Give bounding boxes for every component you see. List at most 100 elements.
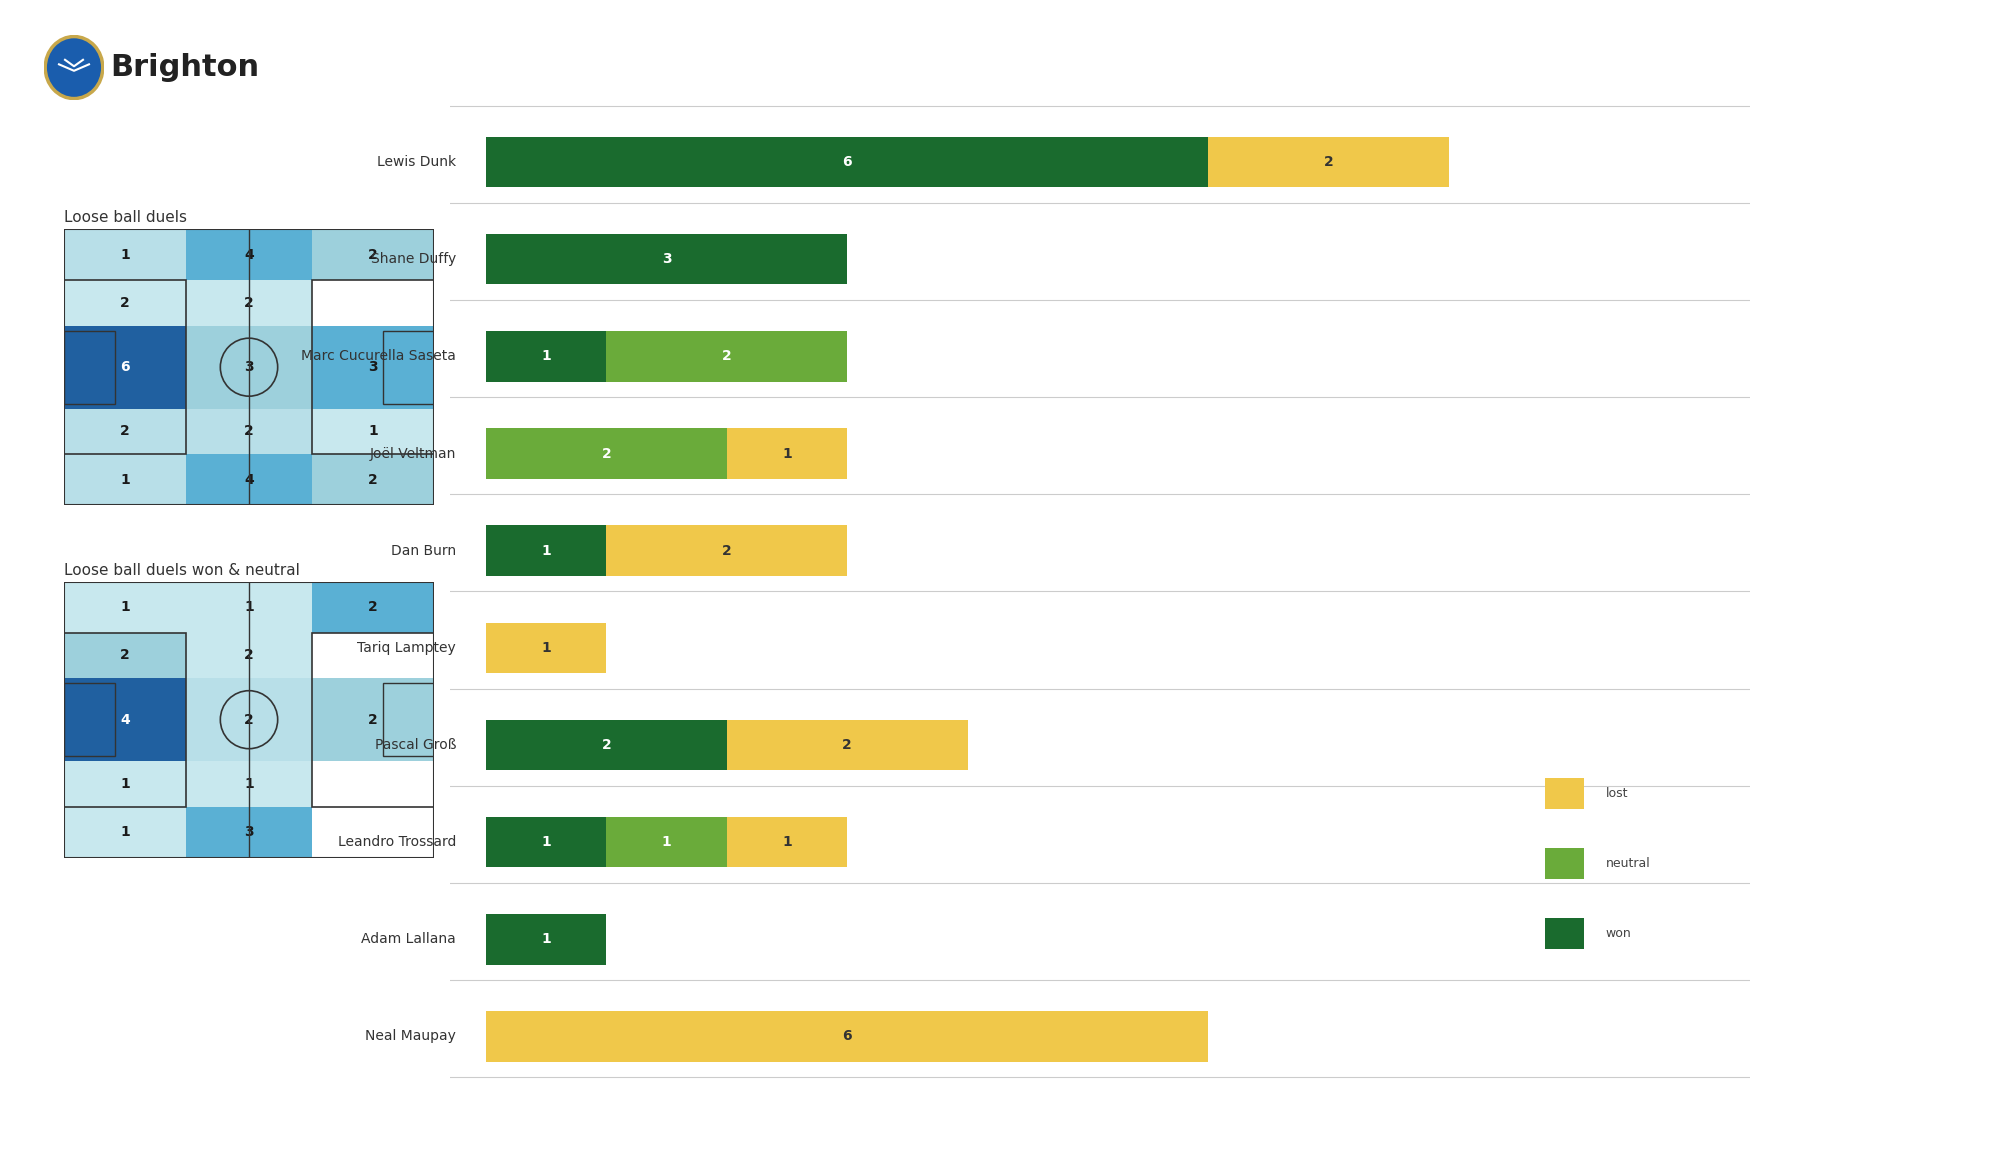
Bar — [64, 229, 186, 280]
Bar — [606, 817, 726, 867]
Text: 1: 1 — [542, 932, 552, 946]
Text: 6: 6 — [120, 361, 130, 374]
Text: 2: 2 — [244, 424, 254, 438]
Text: 1: 1 — [244, 777, 254, 791]
Text: 1: 1 — [542, 544, 552, 558]
Bar — [312, 280, 434, 455]
Bar — [606, 331, 848, 382]
Bar — [312, 455, 434, 505]
Bar — [486, 1012, 1208, 1062]
Text: Leandro Trossard: Leandro Trossard — [338, 835, 456, 850]
Text: 3: 3 — [244, 361, 254, 374]
Bar — [312, 229, 434, 280]
Bar — [64, 683, 116, 757]
Bar — [726, 720, 968, 771]
Text: 2: 2 — [120, 649, 130, 663]
Bar — [186, 678, 312, 761]
Bar — [186, 455, 312, 505]
Text: 2: 2 — [368, 472, 378, 486]
Text: 6: 6 — [842, 155, 852, 169]
Text: won: won — [1606, 927, 1632, 940]
Text: 1: 1 — [662, 835, 672, 850]
Text: Brighton: Brighton — [110, 53, 260, 82]
Bar — [186, 582, 312, 632]
Bar — [64, 632, 186, 807]
Text: 2: 2 — [842, 738, 852, 752]
Bar — [64, 632, 186, 678]
Text: Loose ball duels: Loose ball duels — [64, 210, 188, 226]
Bar — [186, 632, 312, 678]
Text: Loose ball duels won & neutral: Loose ball duels won & neutral — [64, 563, 300, 578]
Text: Lewis Dunk: Lewis Dunk — [376, 155, 456, 169]
Bar — [726, 817, 848, 867]
Text: Marc Cucurella Saseta: Marc Cucurella Saseta — [302, 349, 456, 363]
Text: 2: 2 — [602, 446, 612, 461]
Text: 1: 1 — [120, 825, 130, 839]
Text: Tariq Lamptey: Tariq Lamptey — [358, 640, 456, 654]
Bar — [382, 330, 434, 404]
Text: 3: 3 — [662, 253, 672, 267]
Bar — [64, 455, 186, 505]
Text: 2: 2 — [368, 248, 378, 262]
Bar — [312, 678, 434, 761]
Bar — [312, 632, 434, 807]
Bar — [1546, 848, 1584, 879]
Text: 2: 2 — [244, 713, 254, 726]
Bar — [64, 409, 186, 455]
Bar — [606, 525, 848, 576]
Text: Adam Lallana: Adam Lallana — [362, 932, 456, 946]
Text: 1: 1 — [120, 777, 130, 791]
Text: Neal Maupay: Neal Maupay — [366, 1029, 456, 1043]
Text: Dan Burn: Dan Burn — [390, 544, 456, 558]
Bar — [486, 331, 606, 382]
Text: 4: 4 — [120, 713, 130, 726]
Bar — [312, 582, 434, 632]
Bar — [186, 807, 312, 858]
Text: 2: 2 — [602, 738, 612, 752]
Text: 2: 2 — [120, 296, 130, 310]
Text: neutral: neutral — [1606, 857, 1650, 870]
Text: 2: 2 — [368, 600, 378, 615]
Text: 3: 3 — [368, 361, 378, 374]
Text: 2: 2 — [722, 349, 732, 363]
Text: 2: 2 — [1324, 155, 1334, 169]
Bar — [486, 623, 606, 673]
Bar — [64, 678, 186, 761]
Text: 1: 1 — [542, 349, 552, 363]
Text: 2: 2 — [244, 296, 254, 310]
Bar — [486, 720, 726, 771]
Text: 2: 2 — [368, 713, 378, 726]
Text: 1: 1 — [120, 472, 130, 486]
Bar — [312, 807, 434, 858]
Circle shape — [46, 36, 102, 99]
Bar — [186, 409, 312, 455]
Text: Shane Duffy: Shane Duffy — [370, 253, 456, 267]
Bar — [186, 325, 312, 409]
Bar — [382, 683, 434, 757]
Bar — [312, 409, 434, 455]
Text: Pascal Groß: Pascal Groß — [374, 738, 456, 752]
Text: 4: 4 — [244, 472, 254, 486]
Bar — [312, 632, 434, 678]
Bar — [64, 280, 186, 455]
Text: 1: 1 — [542, 835, 552, 850]
Bar — [186, 761, 312, 807]
Bar — [64, 280, 186, 325]
Text: 4: 4 — [244, 248, 254, 262]
Text: lost: lost — [1606, 787, 1628, 800]
Text: Joël Veltman: Joël Veltman — [370, 446, 456, 461]
Bar — [186, 280, 312, 325]
Text: 2: 2 — [120, 424, 130, 438]
Text: 2: 2 — [722, 544, 732, 558]
Text: 3: 3 — [244, 825, 254, 839]
Bar — [486, 525, 606, 576]
Bar — [1546, 918, 1584, 949]
Bar — [486, 428, 726, 478]
Bar — [486, 817, 606, 867]
Bar — [726, 428, 848, 478]
Bar — [312, 325, 434, 409]
Bar — [312, 761, 434, 807]
Bar — [1546, 778, 1584, 810]
Bar — [312, 280, 434, 325]
Text: 1: 1 — [244, 600, 254, 615]
